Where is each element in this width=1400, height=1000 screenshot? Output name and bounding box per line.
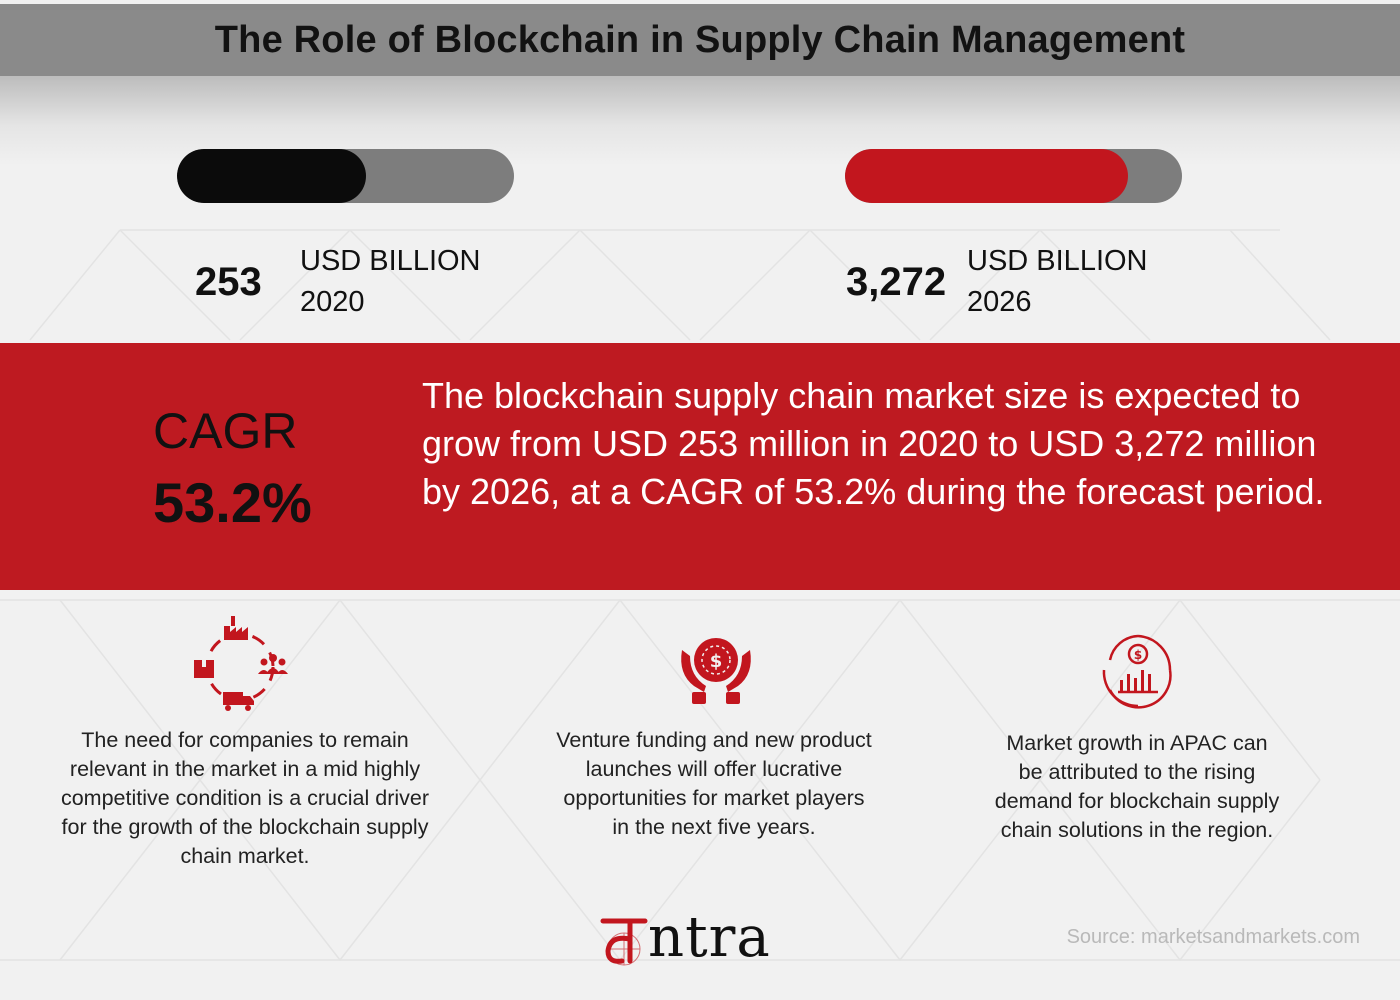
cagr-description: The blockchain supply chain market size … — [422, 375, 1325, 512]
feature-1-text: The need for companies to remain relevan… — [60, 728, 430, 868]
funding-hands-coin-icon: $ — [681, 638, 751, 704]
feature-3-text: Market growth in APAC can be attributed … — [994, 731, 1280, 842]
supply-chain-cycle-icon — [194, 616, 288, 711]
market-2020-year: 2020 — [300, 286, 365, 318]
market-2026-value: 3,272 — [846, 260, 947, 304]
market-2026-progress-fill — [845, 149, 1129, 203]
header-banner: The Role of Blockchain in Supply Chain M… — [0, 4, 1400, 76]
cagr-value: 53.2% — [153, 471, 312, 534]
antra-logo-text: ntra — [648, 905, 771, 970]
page-title: The Role of Blockchain in Supply Chain M… — [214, 18, 1186, 61]
source-citation: Source: marketsandmarkets.com — [1066, 926, 1360, 948]
antra-logo: ntra — [600, 905, 805, 975]
cagr-label: CAGR — [153, 403, 298, 459]
svg-text:$: $ — [710, 651, 723, 672]
market-2020-progress-bar — [177, 149, 514, 203]
market-2026-unit: USD BILLION — [967, 245, 1148, 277]
market-2020-progress-fill — [177, 149, 366, 203]
market-2026-year: 2026 — [967, 286, 1032, 318]
cagr-band — [0, 343, 1400, 590]
feature-2-text: Venture funding and new product launches… — [556, 728, 872, 839]
svg-text:$: $ — [1134, 648, 1142, 662]
market-2026-progress-bar — [845, 149, 1182, 203]
market-2020-value: 253 — [195, 260, 262, 304]
market-2020-unit: USD BILLION — [300, 245, 481, 277]
antra-logo-mark-icon — [600, 918, 648, 966]
market-growth-chart-icon: $ — [1102, 634, 1172, 709]
